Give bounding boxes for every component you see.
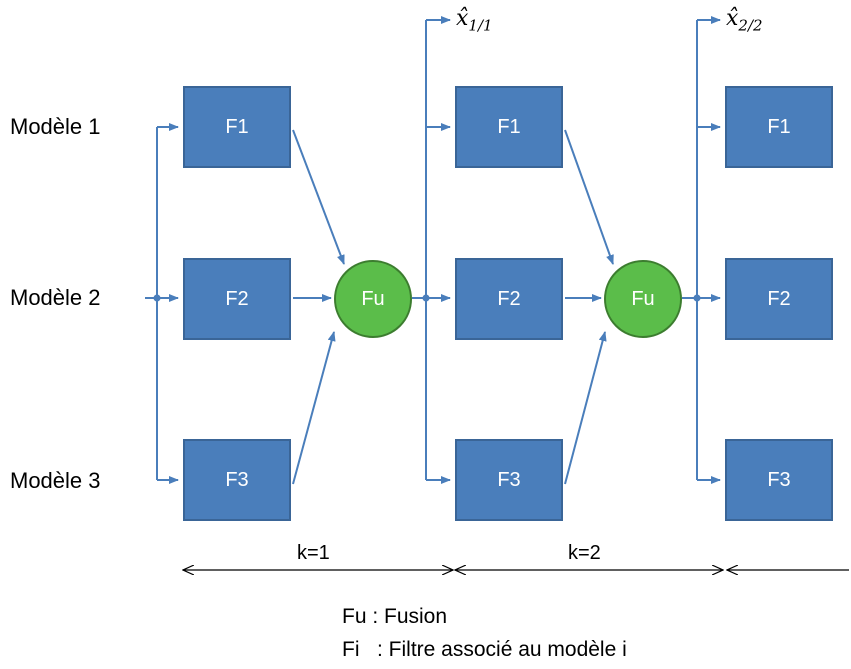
junction-dot [693,294,701,302]
filter-f2-col3: F2 [725,258,833,340]
step-label-k2: k=2 [568,542,601,564]
model-label-3: Modèle 3 [10,468,101,493]
step-label-k1: k=1 [297,542,330,564]
filter-f1-col1: F1 [183,86,291,168]
fusion-node-2: Fu [604,260,682,338]
filter-f3-col2: F3 [455,439,563,521]
fusion-node-1: Fu [334,260,412,338]
connector-f3-fu1 [292,331,336,485]
filter-f2-col1: F2 [183,258,291,340]
junction-dot [153,294,161,302]
legend-filter: Fi : Filtre associé au modèle i [342,638,627,661]
model-label-1: Modèle 1 [10,114,101,139]
filter-f1-col3: F1 [725,86,833,168]
connector-f3-fu2 [564,331,607,485]
estimate-symbol-2: x̂ [726,6,739,31]
estimate-label-2: x̂2/2 [726,6,763,34]
junction-dot [422,294,430,302]
connector-f1-fu1 [292,129,345,265]
estimate-label-1: x̂1/1 [456,6,493,34]
estimate-subscript-2: 2/2 [738,16,763,35]
estimate-symbol-1: x̂ [456,6,469,31]
filter-f3-col3: F3 [725,439,833,521]
model-label-2: Modèle 2 [10,285,101,310]
estimate-subscript-1: 1/1 [468,16,493,35]
filter-f3-col1: F3 [183,439,291,521]
filter-f1-col2: F1 [455,86,563,168]
legend-fusion: Fu : Fusion [342,605,448,628]
filter-f2-col2: F2 [455,258,563,340]
connector-f1-fu2 [564,129,614,265]
